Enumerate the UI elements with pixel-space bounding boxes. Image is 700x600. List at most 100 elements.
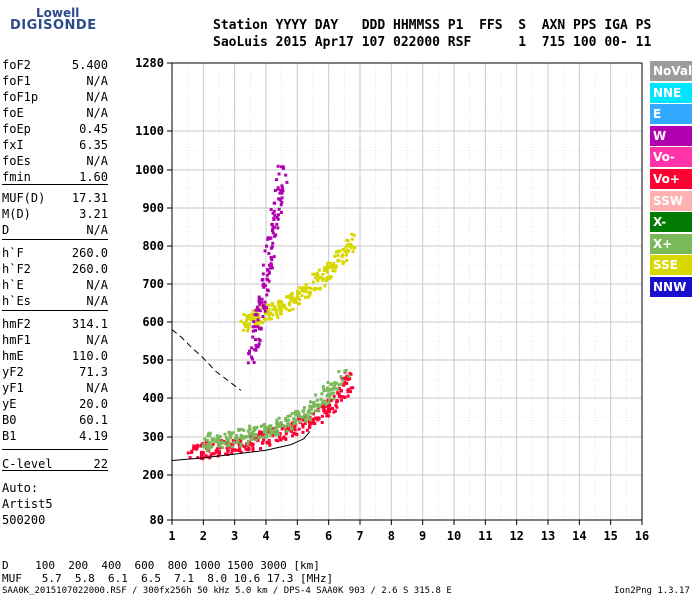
echo-dot	[326, 380, 330, 384]
echo-dot	[325, 394, 329, 398]
echo-dot	[281, 189, 285, 193]
echo-dot	[250, 443, 254, 447]
echo-dot	[242, 322, 246, 326]
echo-dot	[266, 278, 270, 282]
echo-dot	[250, 312, 254, 316]
echo-dot	[257, 313, 261, 317]
echo-dot	[271, 241, 275, 245]
echo-dot	[274, 426, 278, 430]
param-value: N/A	[86, 90, 108, 104]
echo-dot	[278, 308, 282, 312]
echo-dot	[254, 316, 258, 320]
param-value: 260.0	[71, 262, 108, 276]
echo-dot	[249, 441, 253, 445]
echo-dot	[328, 265, 332, 269]
echo-dot	[345, 258, 349, 262]
param-name: hmF2	[2, 317, 31, 331]
echo-dot	[323, 284, 327, 288]
echo-dot	[332, 263, 336, 267]
echo-dot	[254, 438, 258, 442]
echo-dot	[216, 444, 220, 448]
echo-dot	[308, 291, 312, 295]
echo-dot	[257, 316, 261, 320]
echo-dot	[195, 447, 199, 451]
echo-dot	[235, 434, 239, 438]
echo-dot	[330, 382, 334, 386]
legend-item: X+	[650, 233, 692, 254]
param-separator	[2, 239, 108, 240]
echo-dot	[316, 404, 320, 408]
echo-dot	[218, 437, 222, 441]
echo-dot	[276, 217, 280, 221]
param-value: 71.3	[79, 365, 108, 379]
echo-dot	[236, 427, 240, 431]
echo-dot	[321, 405, 325, 409]
echo-dot	[269, 263, 273, 267]
echo-dot	[252, 361, 256, 365]
echo-dot	[284, 307, 288, 311]
echo-dot	[206, 445, 210, 449]
echo-dot	[224, 435, 228, 439]
echo-dot	[325, 268, 329, 272]
legend-item: Vo+	[650, 169, 692, 189]
echo-dot	[188, 456, 192, 460]
echo-dot	[339, 375, 343, 379]
auto-label: Auto:	[2, 481, 39, 495]
echo-dot	[274, 433, 278, 437]
echo-dot	[246, 361, 250, 365]
param-value: 17.31	[71, 191, 108, 205]
echo-dot	[303, 413, 307, 417]
echo-dot	[273, 428, 277, 432]
echo-dot	[325, 265, 329, 269]
echo-dot	[335, 387, 339, 391]
echo-dot	[303, 290, 307, 294]
param-name: foE	[2, 106, 24, 120]
x-tick-label: 2	[200, 529, 207, 543]
echo-dot	[208, 446, 212, 450]
echo-dot	[264, 306, 268, 310]
echo-dot	[316, 287, 320, 291]
echo-dot	[292, 300, 296, 304]
footer-file-info: SAA0K_2015107022000.RSF / 300fx256h 50 k…	[2, 586, 452, 596]
echo-dot	[347, 374, 351, 378]
echo-dot	[274, 233, 278, 237]
echo-dot	[250, 436, 254, 440]
echo-dot	[315, 404, 319, 408]
echo-dot	[190, 449, 194, 453]
echo-dot	[304, 283, 308, 287]
echo-dot	[261, 303, 265, 307]
param-separator	[2, 310, 108, 311]
echo-dot	[271, 313, 275, 317]
echo-dot	[276, 316, 280, 320]
echo-dot	[252, 320, 256, 324]
echo-dot	[298, 286, 302, 290]
echo-dot	[277, 197, 281, 201]
echo-dot	[246, 442, 250, 446]
echo-dot	[228, 431, 232, 435]
echo-dot	[210, 439, 214, 443]
param-row: hmF2 314.1	[2, 316, 108, 332]
echo-dot	[242, 313, 246, 317]
echo-dot	[265, 293, 269, 297]
echo-dot	[248, 432, 252, 436]
echo-dot	[341, 260, 345, 264]
echo-dot	[196, 456, 200, 460]
echo-dot	[281, 165, 285, 169]
echo-dot	[220, 446, 224, 450]
echo-dot	[271, 211, 275, 215]
param-value: 6.35	[79, 138, 108, 152]
echo-dot	[239, 433, 243, 437]
x-tick-label: 13	[541, 529, 555, 543]
echo-dot	[278, 424, 282, 428]
echo-dot	[255, 305, 259, 309]
echo-dot	[322, 277, 326, 281]
echo-dot	[223, 441, 227, 445]
echo-dot	[312, 405, 316, 409]
echo-dot	[301, 415, 305, 419]
param-name: foF2	[2, 58, 31, 72]
echo-dot	[246, 448, 250, 452]
echo-dot	[293, 410, 297, 414]
x-tick-label: 14	[572, 529, 586, 543]
echo-dot	[297, 427, 301, 431]
echo-dot	[335, 381, 339, 385]
